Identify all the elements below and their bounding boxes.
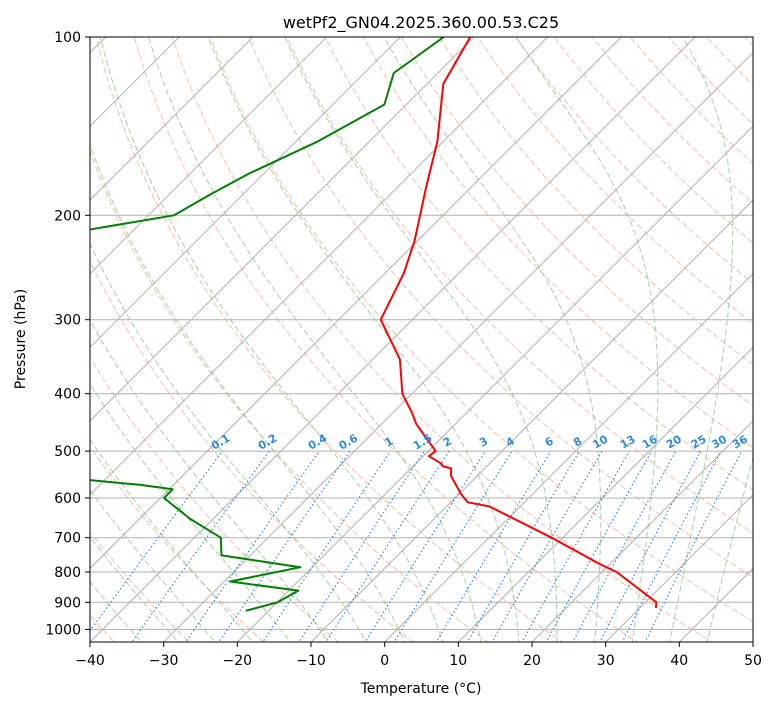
mixing-ratio-line: [131, 450, 270, 642]
moist-adiabat-line: [90, 242, 367, 642]
isotherm-lines: [90, 37, 753, 642]
mixing-ratio-line: [364, 450, 486, 642]
isotherm-line: [90, 37, 328, 275]
mixing-ratio-line: [572, 450, 677, 642]
isotherm-line: [310, 199, 753, 642]
moist-adiabat-line: [669, 37, 734, 642]
x-tick-label: 0: [380, 653, 389, 669]
dry-adiabat-line: [90, 531, 190, 642]
dry-adiabat-line: [438, 37, 753, 366]
dry-adiabat-line: [400, 37, 753, 407]
chart-title: wetPf2_GN04.2025.360.00.53.C25: [283, 13, 559, 33]
y-tick-label: 600: [54, 491, 81, 507]
mixing-ratio-lines: [90, 450, 743, 642]
y-tick-label: 900: [54, 595, 81, 611]
y-tick-label: 700: [54, 531, 81, 547]
moist-adiabats: [90, 37, 753, 642]
mixing-ratio-line: [435, 450, 552, 642]
dry-adiabat-line: [90, 150, 489, 642]
mixing-ratio-line: [218, 450, 351, 642]
moist-adiabat-line: [515, 37, 659, 642]
y-tick-label: 500: [54, 444, 81, 460]
dry-adiabat-line: [95, 37, 564, 642]
mixing-ratio-line: [599, 450, 702, 642]
x-tick-label: −10: [296, 653, 326, 669]
moist-adiabat-line: [99, 37, 444, 642]
moist-adiabat-line: [90, 438, 254, 642]
dry-adiabats: [90, 37, 753, 642]
isotherm-line: [90, 37, 623, 570]
sounding-line-2: [90, 37, 445, 612]
y-tick-label: 400: [54, 387, 81, 403]
x-tick-label: −20: [223, 653, 253, 669]
moist-adiabat-line: [383, 37, 602, 642]
sounding-series: [90, 37, 658, 612]
moist-adiabat-line: [90, 319, 329, 642]
isotherm-line: [90, 37, 696, 642]
y-tick-label: 800: [54, 565, 81, 581]
moist-adiabat-line: [90, 382, 291, 642]
y-axis-label: Pressure (hPa): [13, 289, 29, 389]
moist-adiabat-line: [148, 37, 482, 642]
x-tick-label: −30: [149, 653, 179, 669]
isotherm-line: [236, 125, 753, 642]
y-tick-label: 1000: [45, 622, 81, 638]
isobar-gridlines: [90, 37, 753, 630]
dry-adiabat-line: [171, 37, 713, 642]
plot-frame: [89, 36, 754, 643]
isotherm-line: [90, 37, 402, 349]
mixing-ratio-line: [466, 450, 580, 642]
mixing-ratio-line: [298, 450, 425, 642]
isotherm-line: [90, 37, 254, 201]
moist-adiabat-line: [90, 489, 216, 642]
moist-adiabat-line: [284, 37, 558, 642]
y-tick-label: 200: [54, 208, 81, 224]
sounding-line-1: [379, 37, 658, 609]
x-tick-label: 10: [449, 653, 467, 669]
isotherm-line: [90, 37, 549, 496]
moist-adiabat-line: [90, 143, 406, 642]
x-tick-label: 20: [523, 653, 541, 669]
moist-adiabat-line: [90, 536, 179, 642]
isotherm-line: [531, 420, 753, 642]
dry-adiabat-line: [286, 37, 753, 534]
y-axis: 100 200 300 400 500 600 700 800 900 1000: [45, 30, 90, 638]
dry-adiabat-line: [248, 37, 753, 578]
x-tick-label: 50: [744, 653, 762, 669]
dry-adiabat-line: [133, 37, 638, 642]
isotherm-line: [383, 272, 753, 642]
isotherm-line: [457, 346, 753, 642]
x-tick-label: −40: [75, 653, 105, 669]
x-tick-label: 40: [670, 653, 688, 669]
mixing-ratio-line: [393, 450, 513, 642]
moist-adiabat-line: [90, 581, 142, 642]
dry-adiabat-line: [210, 37, 753, 623]
mixing-ratio-line: [491, 450, 603, 642]
mixing-ratio-line: [545, 450, 653, 642]
dry-adiabat-line: [90, 259, 414, 642]
dry-adiabat-line: [324, 37, 753, 491]
y-tick-label: 100: [54, 30, 81, 46]
isotherm-line: [90, 37, 475, 422]
mixing-ratio-line: [90, 450, 223, 632]
x-axis-label: Temperature (°C): [360, 681, 482, 697]
mixing-ratio-line: [262, 450, 392, 642]
plot-area: 0.1 0.2 0.4 0.6 1 1.5 2 3 4 6 8 10 13 16 20 25 30 36: [90, 37, 753, 642]
x-tick-label: 30: [597, 653, 615, 669]
x-axis: −40 −30 −20 −10 0 10 20 30 40 50: [75, 642, 762, 669]
y-tick-label: 300: [54, 313, 81, 329]
isotherm-line: [604, 493, 753, 642]
mixing-ratio-line: [325, 450, 450, 642]
moist-adiabat-line: [208, 37, 520, 642]
dry-adiabat-line: [90, 356, 339, 642]
